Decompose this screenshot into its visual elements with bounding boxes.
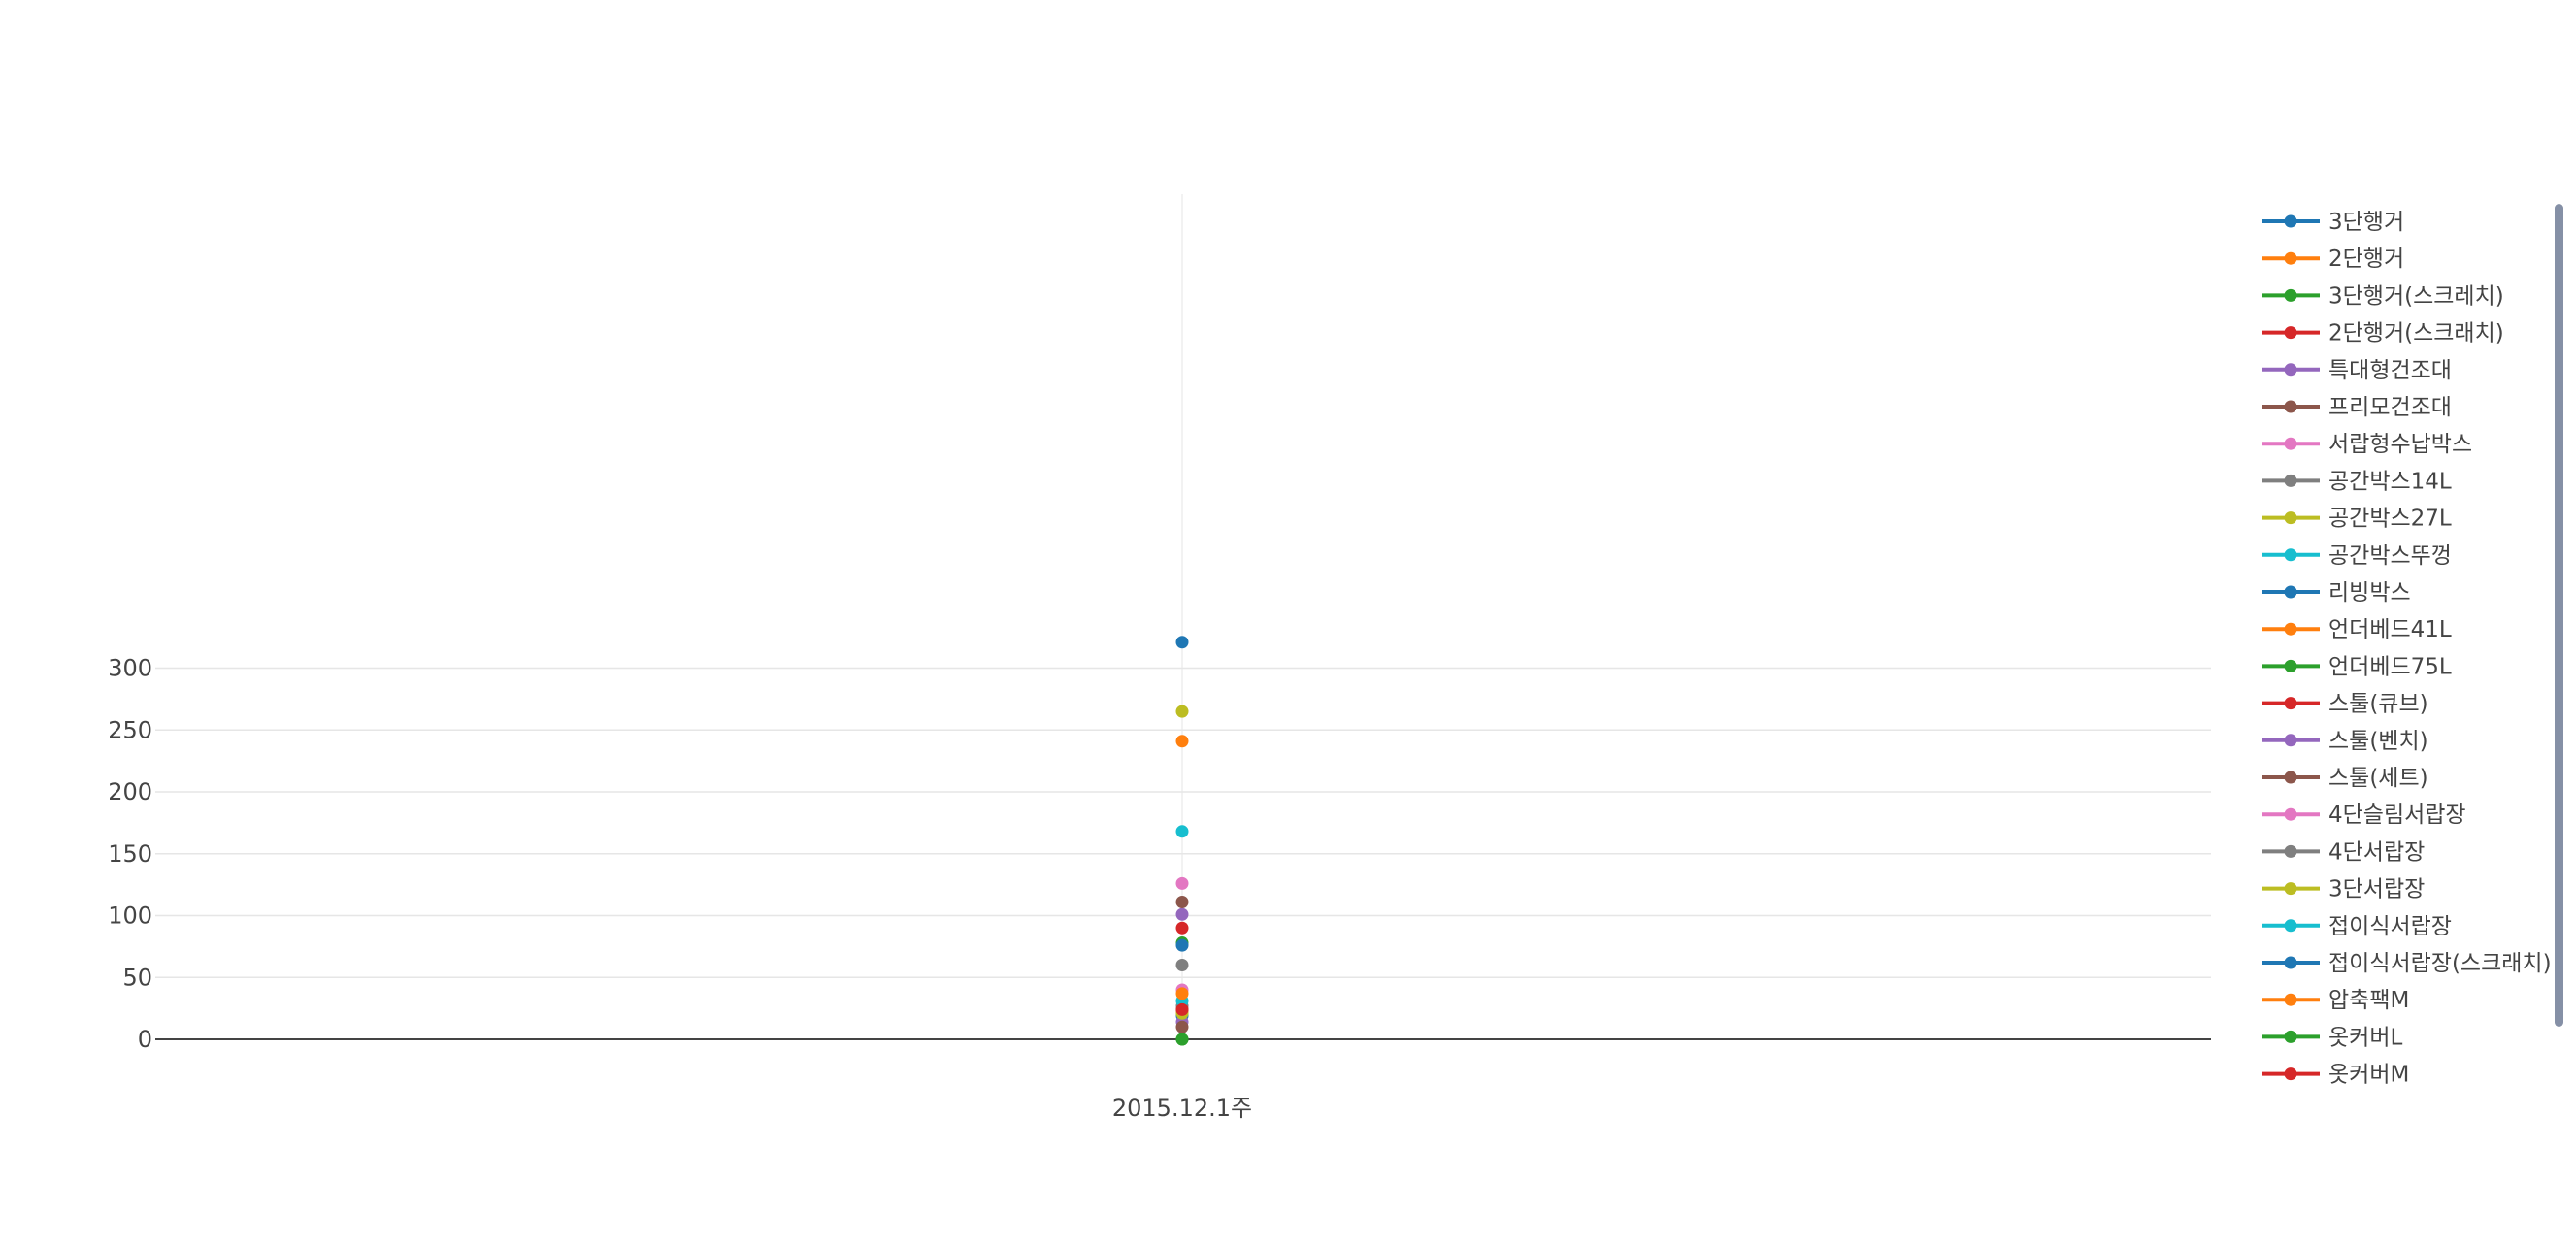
legend-label: 접이식서랍장(스크래치) <box>2328 951 2552 976</box>
data-point <box>1175 1002 1189 1016</box>
legend-label: 공간박스27L <box>2328 507 2452 532</box>
data-point <box>1175 735 1189 748</box>
data-points <box>1175 636 1189 1046</box>
legend-swatch-marker <box>2284 585 2297 599</box>
x-tick-label: 2015.12.1주 <box>1112 1095 1252 1122</box>
legend-label: 리빙박스 <box>2328 580 2411 606</box>
legend-swatch-marker <box>2284 511 2297 525</box>
legend-label: 3단행거 <box>2328 210 2404 235</box>
legend-label: 스툴(큐브) <box>2328 692 2428 717</box>
legend-item[interactable]: 스툴(벤치) <box>2262 729 2428 754</box>
legend-swatch-marker <box>2284 548 2297 562</box>
legend-item[interactable]: 특대형건조대 <box>2262 358 2452 383</box>
data-point <box>1175 636 1189 649</box>
legend-label: 접이식서랍장 <box>2328 914 2452 939</box>
y-tick-label: 200 <box>108 778 152 805</box>
legend-label: 프리모건조대 <box>2328 395 2452 420</box>
legend-item[interactable]: 3단행거(스크레치) <box>2262 283 2504 309</box>
legend-swatch-marker <box>2284 288 2297 302</box>
legend-swatch-marker <box>2284 993 2297 1006</box>
legend-swatch-marker <box>2284 844 2297 858</box>
legend[interactable]: 3단행거 2단행거 3단행거(스크레치) 2단행거(스크래치) 특대형건조대프리모건조대… <box>2262 210 2552 1088</box>
legend-item[interactable]: 4단슬림서랍장 <box>2262 803 2466 828</box>
legend-item[interactable]: 접이식서랍장 <box>2262 914 2452 939</box>
legend-item[interactable]: 4단서랍장 <box>2262 839 2425 865</box>
data-point <box>1175 1033 1189 1046</box>
legend-label: 2단행거 <box>2328 246 2404 272</box>
data-point <box>1175 876 1189 890</box>
legend-item[interactable]: 언더베드75L <box>2262 654 2452 679</box>
legend-label: 3단행거(스크레치) <box>2328 283 2504 309</box>
legend-label: 2단행거(스크래치) <box>2328 321 2504 346</box>
legend-label: 스툴(벤치) <box>2328 729 2428 754</box>
legend-swatch-marker <box>2284 474 2297 487</box>
legend-item[interactable]: 언더베드41L <box>2262 617 2452 642</box>
legend-item[interactable]: 서랍형수납박스 <box>2262 432 2472 457</box>
legend-label: 4단슬림서랍장 <box>2328 803 2466 828</box>
legend-label: 서랍형수납박스 <box>2328 432 2472 457</box>
legend-label: 3단서랍장 <box>2328 877 2425 902</box>
legend-label: 특대형건조대 <box>2328 358 2452 383</box>
legend-item[interactable]: 공간박스27L <box>2262 507 2452 532</box>
data-point <box>1175 705 1189 718</box>
legend-swatch-marker <box>2284 326 2297 340</box>
data-point <box>1175 987 1189 1000</box>
legend-swatch-marker <box>2284 1067 2297 1081</box>
legend-label: 스툴(세트) <box>2328 766 2428 791</box>
legend-swatch-marker <box>2284 363 2297 377</box>
legend-item[interactable]: 압축팩M <box>2262 988 2409 1013</box>
legend-item[interactable]: 3단서랍장 <box>2262 877 2425 902</box>
legend-swatch-marker <box>2284 882 2297 896</box>
legend-item[interactable]: 리빙박스 <box>2262 580 2411 606</box>
y-tick-label: 250 <box>108 716 152 743</box>
data-point <box>1175 938 1189 952</box>
legend-swatch-marker <box>2284 697 2297 710</box>
legend-label: 언더베드41L <box>2328 617 2452 642</box>
legend-swatch-marker <box>2284 807 2297 821</box>
legend-label: 공간박스뚜껑 <box>2328 543 2452 569</box>
legend-item[interactable]: 2단행거 <box>2262 246 2404 272</box>
legend-item[interactable]: 스툴(큐브) <box>2262 692 2428 717</box>
legend-label: 옷커버L <box>2328 1025 2402 1050</box>
legend-item[interactable]: 프리모건조대 <box>2262 395 2452 420</box>
axes: 0 50 100 150 200 250 300 2015.12.1주 <box>108 655 2211 1122</box>
data-point <box>1175 1020 1189 1033</box>
y-tick-label: 0 <box>138 1026 152 1053</box>
data-point <box>1175 895 1189 908</box>
legend-label: 언더베드75L <box>2328 654 2452 679</box>
legend-label: 공간박스14L <box>2328 469 2452 494</box>
legend-swatch-marker <box>2284 1030 2297 1043</box>
y-tick-label: 100 <box>108 902 152 930</box>
legend-item[interactable]: 2단행거(스크래치) <box>2262 321 2504 346</box>
legend-swatch-marker <box>2284 919 2297 933</box>
legend-swatch-marker <box>2284 251 2297 265</box>
legend-swatch-marker <box>2284 734 2297 747</box>
y-tick-label: 50 <box>122 964 152 991</box>
legend-item[interactable]: 접이식서랍장(스크래치) <box>2262 951 2552 976</box>
legend-swatch-marker <box>2284 622 2297 636</box>
legend-label: 압축팩M <box>2328 988 2409 1013</box>
legend-swatch-marker <box>2284 771 2297 784</box>
data-point <box>1175 959 1189 971</box>
data-point <box>1175 921 1189 934</box>
y-tick-label: 150 <box>108 840 152 868</box>
legend-swatch-marker <box>2284 437 2297 450</box>
legend-swatch-marker <box>2284 214 2297 228</box>
data-point <box>1175 825 1189 838</box>
legend-label: 4단서랍장 <box>2328 839 2425 865</box>
data-point <box>1175 907 1189 921</box>
legend-item[interactable]: 옷커버M <box>2262 1063 2409 1088</box>
legend-swatch-marker <box>2284 659 2297 672</box>
legend-item[interactable]: 옷커버L <box>2262 1025 2402 1050</box>
legend-swatch-marker <box>2284 956 2297 969</box>
legend-swatch-marker <box>2284 400 2297 413</box>
y-tick-label: 300 <box>108 655 152 682</box>
legend-item[interactable]: 스툴(세트) <box>2262 766 2428 791</box>
legend-item[interactable]: 공간박스14L <box>2262 469 2452 494</box>
legend-item[interactable]: 공간박스뚜껑 <box>2262 543 2452 569</box>
legend-scrollbar[interactable] <box>2555 204 2563 1027</box>
legend-item[interactable]: 3단행거 <box>2262 210 2404 235</box>
legend-label: 옷커버M <box>2328 1063 2409 1088</box>
